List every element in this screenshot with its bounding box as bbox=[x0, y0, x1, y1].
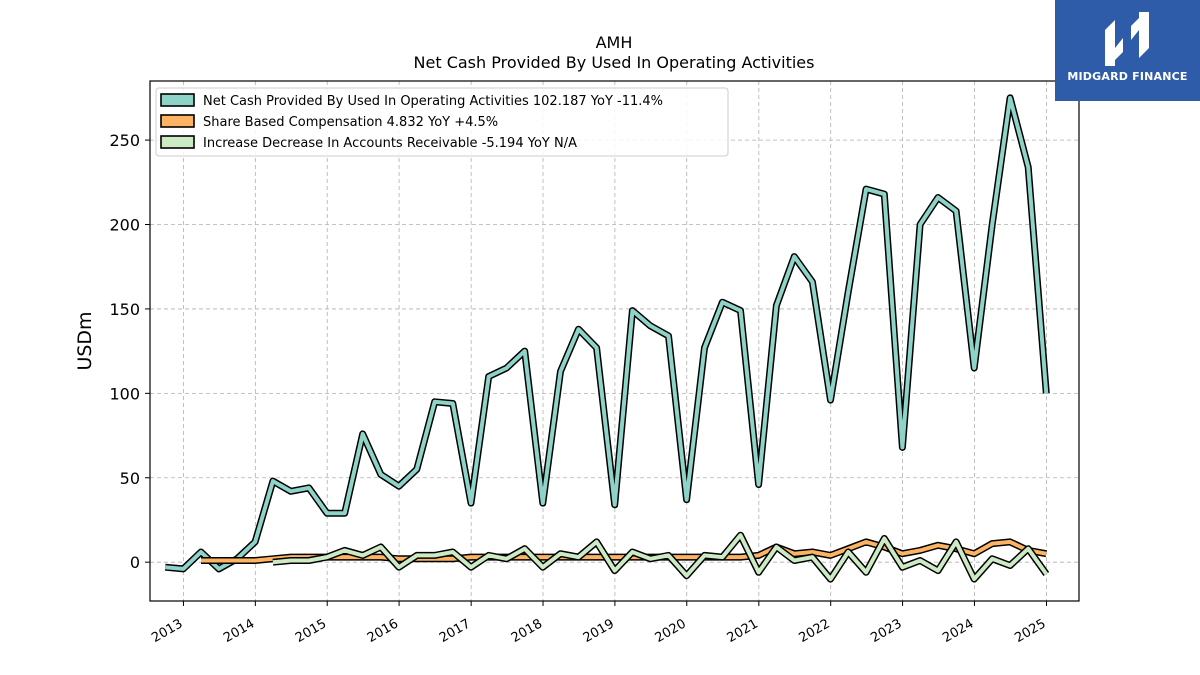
y-tick-label: 150 bbox=[109, 300, 140, 319]
legend-swatch-operating-cash bbox=[160, 93, 195, 107]
x-tick-label: 2014 bbox=[221, 616, 257, 646]
y-tick-label: 200 bbox=[109, 216, 140, 235]
x-tick-label: 2025 bbox=[1012, 616, 1048, 646]
series-line-net-cash-provided-by-used-in-operating-activities bbox=[165, 95, 1049, 571]
y-axis-label: USDm bbox=[74, 311, 96, 370]
legend-label-operating-cash: Net Cash Provided By Used In Operating A… bbox=[203, 94, 663, 109]
x-tick-label: 2023 bbox=[868, 616, 904, 646]
series-lines bbox=[164, 94, 1050, 583]
y-tick-label: 100 bbox=[109, 384, 140, 403]
brand-logo: MIDGARD FINANCE bbox=[1055, 0, 1200, 101]
x-tick-label: 2017 bbox=[437, 616, 473, 646]
chart-title: AMH bbox=[596, 33, 633, 52]
series-outline-net-cash-provided-by-used-in-operating-activities bbox=[164, 94, 1050, 573]
x-tick-label: 2016 bbox=[365, 616, 401, 646]
x-tick-label: 2021 bbox=[725, 616, 761, 646]
y-tick-label: 250 bbox=[109, 131, 140, 150]
legend: Net Cash Provided By Used In Operating A… bbox=[155, 87, 729, 157]
x-tick-label: 2015 bbox=[293, 616, 329, 646]
x-tick-label: 2019 bbox=[581, 616, 617, 646]
x-axis-ticks: 2013 2014 2015 2016 2017 2018 2019 2020 2021 2022… bbox=[149, 601, 1049, 646]
legend-swatch-share-comp bbox=[160, 114, 195, 128]
x-tick-label: 2013 bbox=[149, 616, 185, 646]
series-line-increase-decrease-in-accounts-receivable bbox=[272, 533, 1048, 582]
x-tick-label: 2018 bbox=[509, 616, 545, 646]
legend-swatch-receivables bbox=[160, 135, 195, 149]
x-tick-label: 2020 bbox=[653, 616, 689, 646]
y-axis-ticks: 0 50 100 150 200 250 bbox=[109, 131, 150, 572]
x-tick-label: 2022 bbox=[797, 616, 833, 646]
mirrored-m-logo-icon bbox=[1105, 12, 1149, 66]
y-tick-label: 50 bbox=[120, 469, 140, 488]
brand-name: MIDGARD FINANCE bbox=[1067, 70, 1188, 83]
y-tick-label: 0 bbox=[130, 553, 140, 572]
legend-label-share-comp: Share Based Compensation 4.832 YoY +4.5% bbox=[203, 115, 498, 130]
x-tick-label: 2024 bbox=[940, 616, 976, 646]
grid-lines bbox=[150, 81, 1079, 601]
chart-subtitle: Net Cash Provided By Used In Operating A… bbox=[414, 53, 815, 72]
legend-box bbox=[155, 87, 729, 157]
legend-label-receivables: Increase Decrease In Accounts Receivable… bbox=[203, 136, 577, 151]
